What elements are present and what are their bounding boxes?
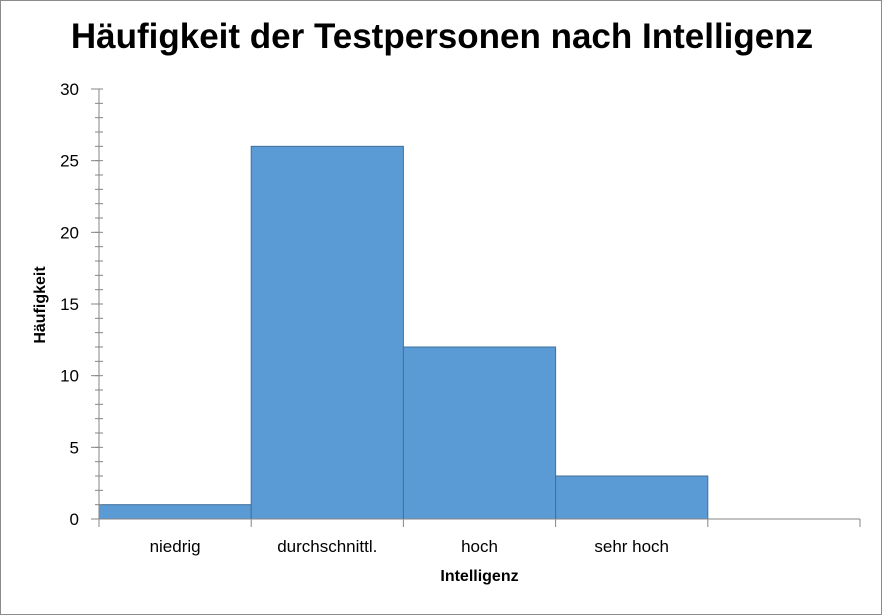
x-tick-label: durchschnittl. <box>277 537 377 556</box>
bar-hoch <box>402 346 557 520</box>
x-tick-label: hoch <box>461 537 498 556</box>
y-tick-label: 15 <box>60 295 79 314</box>
y-tick-label: 5 <box>70 438 79 457</box>
x-axis-label: Intelligenz <box>440 568 519 585</box>
bar-sehr hoch <box>555 475 709 520</box>
y-tick-label: 10 <box>60 367 79 386</box>
chart-title: Häufigkeit der Testpersonen nach Intelli… <box>70 17 814 56</box>
y-tick-label: 20 <box>60 223 79 242</box>
y-tick-label: 25 <box>60 152 79 171</box>
bar-niedrig <box>98 504 252 520</box>
y-tick-label: 0 <box>70 510 79 529</box>
y-tick-label: 30 <box>60 80 79 99</box>
x-tick-label: niedrig <box>150 537 201 556</box>
x-tick-label: sehr hoch <box>594 537 669 556</box>
bar-durchschnittl. <box>250 145 404 520</box>
